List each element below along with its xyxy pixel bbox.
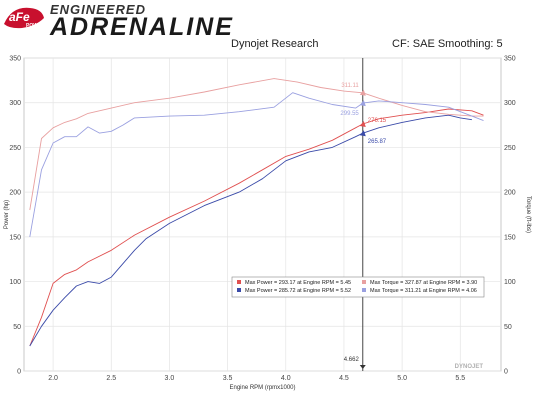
y-tick-right: 0: [504, 369, 508, 376]
series-line-run1_torque: [29, 78, 484, 211]
annotation-label: 265.87: [368, 139, 387, 145]
y-tick-left: 0: [17, 369, 21, 376]
y-tick-right: 200: [504, 190, 516, 197]
x-tick: 2.0: [48, 375, 58, 382]
title-line2: ADRENALINE: [50, 13, 234, 41]
x-tick: 2.5: [106, 375, 116, 382]
legend-entry: Max Power = 293.17 at Engine RPM = 5.45: [245, 280, 351, 286]
correction-factor: CF: SAE Smoothing: 5: [392, 38, 503, 50]
legend-swatch: [237, 288, 241, 292]
y-tick-left: 50: [13, 324, 21, 331]
annotation-marker-icon: [359, 130, 366, 137]
dynojet-watermark: DYNOJET: [455, 364, 484, 370]
annotation-label: 276.15: [368, 118, 387, 124]
x-tick: 4.0: [281, 375, 291, 382]
y-tick-right: 100: [504, 279, 516, 286]
y-tick-right: 350: [504, 56, 516, 63]
x-tick: 3.0: [165, 375, 175, 382]
y-tick-left: 350: [9, 56, 21, 63]
legend-swatch: [362, 280, 366, 284]
y-tick-right: 300: [504, 100, 516, 107]
page-subtitle: Dynojet Research: [231, 38, 319, 50]
series-line-run1_power: [29, 108, 484, 347]
y-axis-label-left: Power (hp): [4, 200, 10, 229]
y-tick-right: 50: [504, 324, 512, 331]
series-line-run2_power: [29, 114, 472, 347]
x-tick: 5.5: [455, 375, 465, 382]
y-tick-left: 300: [9, 100, 21, 107]
title-line1: ENGINEERED: [50, 2, 146, 17]
y-tick-left: 250: [9, 145, 21, 152]
legend-swatch: [362, 288, 366, 292]
y-tick-left: 100: [9, 279, 21, 286]
cursor-marker-icon: [359, 365, 366, 369]
brand-sub-text: POWER: [26, 23, 45, 29]
series-line-run2_torque: [29, 92, 484, 237]
legend-entry: Max Torque = 311.21 at Engine RPM = 4.06: [370, 288, 477, 294]
brand-text: aFe: [9, 10, 30, 24]
annotation-marker-icon: [359, 121, 366, 128]
annotation-marker-icon: [359, 89, 366, 96]
annotation-marker-icon: [359, 100, 366, 107]
x-tick: 3.5: [223, 375, 233, 382]
annotation-label: 299.55: [340, 111, 359, 117]
y-tick-left: 150: [9, 234, 21, 241]
y-tick-right: 150: [504, 234, 516, 241]
x-tick: 5.0: [397, 375, 407, 382]
legend-entry: Max Power = 285.72 at Engine RPM = 5.52: [245, 288, 351, 294]
annotation-label: 311.11: [341, 83, 359, 89]
legend-box: [231, 276, 485, 298]
y-axis-label-right: Torque (ft-lbs): [525, 196, 531, 233]
x-tick: 4.5: [339, 375, 349, 382]
legend-swatch: [237, 280, 241, 284]
legend-entry: Max Torque = 327.87 at Engine RPM = 3.90: [370, 280, 477, 286]
y-tick-left: 200: [9, 190, 21, 197]
afe-logo-icon: aFe POWER: [4, 7, 45, 29]
y-tick-right: 250: [504, 145, 516, 152]
x-axis-label: Engine RPM (rpmx1000): [229, 385, 295, 391]
rpm-cursor-label: 4.662: [344, 357, 360, 363]
